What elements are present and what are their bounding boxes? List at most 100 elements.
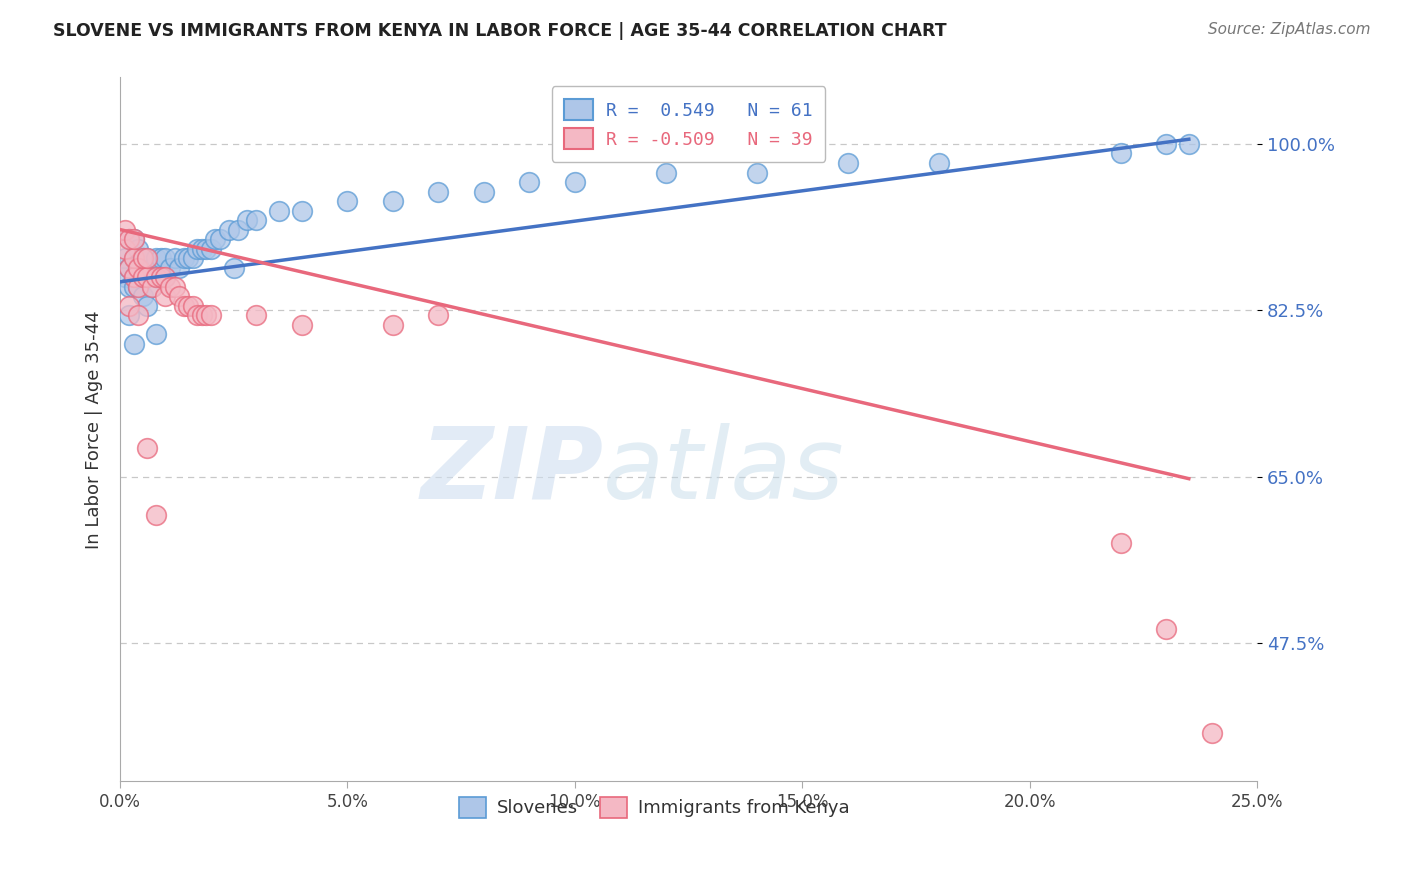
Point — [200, 308, 222, 322]
Point — [427, 185, 450, 199]
Point — [1154, 622, 1177, 636]
Point — [159, 260, 181, 275]
Point — [427, 308, 450, 322]
Point — [122, 251, 145, 265]
Point — [145, 270, 167, 285]
Point — [155, 251, 177, 265]
Point — [1109, 536, 1132, 550]
Point — [163, 279, 186, 293]
Point — [131, 251, 153, 265]
Point — [291, 203, 314, 218]
Point — [149, 270, 172, 285]
Point — [136, 270, 159, 285]
Point — [118, 232, 141, 246]
Point — [1178, 136, 1201, 151]
Point — [177, 299, 200, 313]
Point — [141, 279, 163, 293]
Point — [517, 175, 540, 189]
Point — [181, 299, 204, 313]
Point — [381, 318, 404, 332]
Point — [186, 242, 208, 256]
Point — [837, 156, 859, 170]
Point — [122, 232, 145, 246]
Point — [204, 232, 226, 246]
Point — [195, 308, 218, 322]
Point — [136, 251, 159, 265]
Point — [159, 279, 181, 293]
Text: ZIP: ZIP — [420, 423, 603, 520]
Point — [131, 270, 153, 285]
Legend: Slovenes, Immigrants from Kenya: Slovenes, Immigrants from Kenya — [453, 789, 856, 825]
Point — [145, 251, 167, 265]
Point — [122, 270, 145, 285]
Point — [745, 165, 768, 179]
Point — [127, 260, 149, 275]
Point — [118, 299, 141, 313]
Point — [127, 308, 149, 322]
Point — [177, 251, 200, 265]
Point — [928, 156, 950, 170]
Point — [131, 251, 153, 265]
Point — [1109, 146, 1132, 161]
Point — [131, 289, 153, 303]
Point — [149, 270, 172, 285]
Point — [173, 299, 195, 313]
Point — [218, 222, 240, 236]
Point — [127, 260, 149, 275]
Point — [472, 185, 495, 199]
Point — [122, 279, 145, 293]
Point — [149, 251, 172, 265]
Point — [336, 194, 359, 208]
Y-axis label: In Labor Force | Age 35-44: In Labor Force | Age 35-44 — [86, 310, 103, 549]
Text: Source: ZipAtlas.com: Source: ZipAtlas.com — [1208, 22, 1371, 37]
Point — [127, 242, 149, 256]
Point — [291, 318, 314, 332]
Text: SLOVENE VS IMMIGRANTS FROM KENYA IN LABOR FORCE | AGE 35-44 CORRELATION CHART: SLOVENE VS IMMIGRANTS FROM KENYA IN LABO… — [53, 22, 948, 40]
Point — [136, 270, 159, 285]
Point — [167, 260, 190, 275]
Point — [191, 308, 214, 322]
Point — [118, 232, 141, 246]
Point — [114, 222, 136, 236]
Point — [564, 175, 586, 189]
Point — [118, 260, 141, 275]
Point — [141, 260, 163, 275]
Point — [136, 299, 159, 313]
Point — [122, 270, 145, 285]
Point — [114, 270, 136, 285]
Point — [155, 270, 177, 285]
Point — [118, 279, 141, 293]
Point — [167, 289, 190, 303]
Point — [118, 308, 141, 322]
Point — [200, 242, 222, 256]
Point — [191, 242, 214, 256]
Point — [381, 194, 404, 208]
Point — [118, 260, 141, 275]
Point — [141, 279, 163, 293]
Point — [236, 213, 259, 227]
Point — [145, 508, 167, 522]
Point — [173, 251, 195, 265]
Point — [1154, 136, 1177, 151]
Point — [155, 270, 177, 285]
Point — [145, 327, 167, 342]
Point — [226, 222, 249, 236]
Point — [181, 251, 204, 265]
Point — [655, 165, 678, 179]
Point — [222, 260, 245, 275]
Point — [269, 203, 291, 218]
Point — [122, 336, 145, 351]
Point — [208, 232, 231, 246]
Point — [136, 442, 159, 456]
Point — [131, 270, 153, 285]
Point — [122, 251, 145, 265]
Text: atlas: atlas — [603, 423, 845, 520]
Point — [186, 308, 208, 322]
Point — [1201, 726, 1223, 740]
Point — [122, 232, 145, 246]
Point — [127, 279, 149, 293]
Point — [114, 251, 136, 265]
Point — [136, 251, 159, 265]
Point — [245, 308, 267, 322]
Point — [155, 289, 177, 303]
